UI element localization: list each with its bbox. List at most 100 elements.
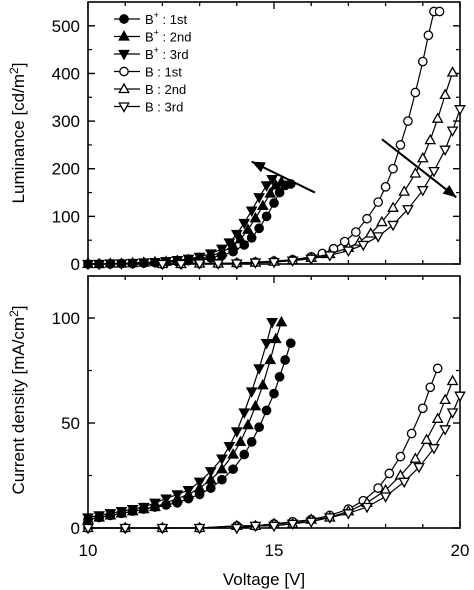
legend-label: B : 1st bbox=[145, 65, 182, 80]
plot-frame bbox=[87, 275, 461, 529]
data-point bbox=[423, 30, 434, 41]
data-point bbox=[398, 185, 411, 196]
x-tick-label: 15 bbox=[265, 541, 284, 560]
data-point bbox=[269, 388, 279, 399]
series-line bbox=[87, 322, 273, 519]
data-point bbox=[431, 112, 444, 123]
data-point bbox=[305, 517, 318, 529]
series-line bbox=[162, 10, 440, 265]
data-point bbox=[395, 451, 406, 462]
data-point bbox=[446, 408, 459, 419]
data-point bbox=[339, 236, 350, 247]
y-axis-label-close: ] bbox=[9, 63, 28, 68]
data-point bbox=[156, 523, 169, 535]
legend-label: B+ : 2nd bbox=[145, 28, 191, 45]
data-point bbox=[388, 163, 398, 174]
data-point bbox=[182, 254, 195, 266]
data-point bbox=[204, 467, 217, 478]
data-point bbox=[274, 371, 285, 382]
data-point bbox=[246, 437, 257, 447]
data-point bbox=[431, 412, 444, 423]
legend-entry: B : 2nd bbox=[114, 82, 186, 97]
legend-marker bbox=[118, 30, 130, 41]
data-point bbox=[115, 259, 128, 270]
series-3 bbox=[82, 318, 278, 524]
data-point bbox=[93, 511, 106, 522]
series-6 bbox=[156, 105, 466, 271]
data-point bbox=[372, 232, 385, 243]
data-point bbox=[409, 167, 422, 178]
data-point bbox=[395, 140, 406, 150]
data-point bbox=[160, 494, 172, 505]
data-point bbox=[182, 486, 195, 497]
data-point bbox=[256, 378, 269, 390]
data-point bbox=[424, 133, 437, 145]
arrow-shaft bbox=[381, 138, 457, 199]
data-point bbox=[254, 223, 264, 234]
legend-marker bbox=[119, 66, 129, 77]
y-tick-label: 100 bbox=[52, 309, 80, 328]
data-point bbox=[104, 259, 117, 270]
data-point bbox=[323, 513, 336, 524]
data-point bbox=[413, 462, 425, 474]
data-point bbox=[254, 422, 264, 433]
legend-label: B : 3rd bbox=[145, 100, 183, 115]
data-point bbox=[446, 126, 459, 137]
y-axis-label-text: Current density [mA/cm bbox=[9, 317, 28, 495]
data-point bbox=[234, 232, 247, 244]
series-line bbox=[162, 72, 454, 265]
data-point bbox=[446, 66, 459, 77]
data-point bbox=[403, 116, 413, 126]
series-6 bbox=[82, 391, 466, 535]
data-point bbox=[387, 201, 399, 212]
data-point bbox=[216, 244, 228, 256]
series-line bbox=[162, 109, 461, 265]
data-point bbox=[256, 199, 269, 211]
data-point bbox=[261, 405, 272, 416]
data-point bbox=[406, 428, 417, 439]
data-point bbox=[228, 464, 238, 475]
data-point bbox=[428, 166, 440, 178]
legend-entry: B : 3rd bbox=[114, 100, 183, 115]
legend-entry: B+ : 3rd bbox=[114, 45, 189, 62]
data-point bbox=[305, 254, 318, 266]
data-point bbox=[175, 259, 187, 271]
data-point bbox=[239, 449, 250, 460]
legend-marker bbox=[118, 102, 130, 113]
data-point bbox=[234, 435, 247, 447]
data-point bbox=[264, 353, 277, 365]
data-point bbox=[439, 88, 451, 100]
data-point bbox=[217, 474, 227, 485]
series-3 bbox=[82, 175, 278, 271]
bottom-panel: 0 50 100 10 15 20 Voltage [V] Current density [… bbox=[7, 275, 469, 589]
data-point bbox=[266, 318, 278, 329]
data-point bbox=[439, 393, 451, 405]
data-point bbox=[376, 215, 388, 227]
data-point bbox=[230, 259, 243, 270]
data-point bbox=[387, 220, 399, 232]
data-point bbox=[242, 418, 254, 430]
data-point bbox=[398, 477, 411, 489]
data-point bbox=[274, 187, 285, 198]
legend-label: B : 2nd bbox=[145, 82, 186, 97]
data-point bbox=[149, 498, 161, 510]
data-point bbox=[93, 259, 106, 271]
data-point bbox=[82, 513, 94, 524]
y-tick-label: 50 bbox=[61, 414, 80, 433]
data-point bbox=[384, 468, 395, 479]
data-point bbox=[204, 249, 217, 260]
y-tick-label: 400 bbox=[52, 64, 80, 83]
data-point bbox=[410, 87, 421, 98]
y-axis-label-close: ] bbox=[9, 305, 28, 310]
data-point bbox=[362, 213, 372, 224]
y-axis-label-sup: 2 bbox=[7, 310, 21, 317]
arrow-head bbox=[442, 184, 457, 198]
data-point bbox=[285, 338, 296, 349]
x-axis-label: Voltage [V] bbox=[223, 570, 305, 589]
y-tick-label: 0 bbox=[71, 255, 80, 274]
y-tick-label: 500 bbox=[52, 17, 80, 36]
data-point bbox=[115, 507, 128, 518]
data-point bbox=[126, 258, 139, 270]
